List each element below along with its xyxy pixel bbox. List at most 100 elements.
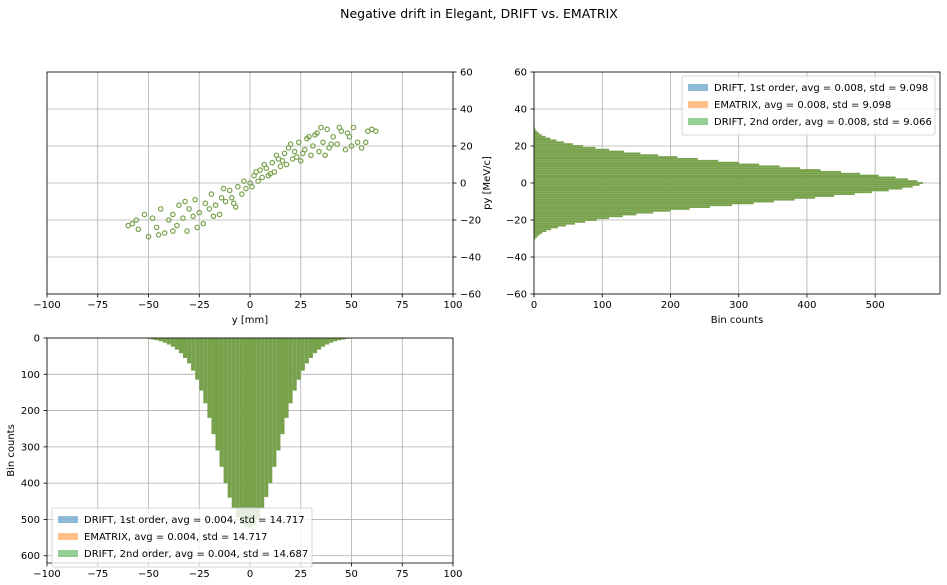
py-histogram-bar: [534, 209, 671, 212]
py-histogram-bar: [534, 200, 775, 203]
y-histogram-bar: [183, 338, 188, 358]
y-histogram-bar: [203, 338, 208, 404]
y-histogram-x-tick-label: 0: [247, 569, 253, 580]
py-histogram-y-tick-label: 40: [514, 105, 527, 116]
y-histogram-bar: [272, 338, 277, 467]
scatter-points: [125, 124, 379, 240]
y-histogram-bar: [256, 338, 261, 519]
y-histogram-bar: [150, 338, 155, 340]
py-histogram-bar: [534, 237, 536, 240]
scatter-point: [192, 196, 198, 203]
y-histogram-legend-swatch: [58, 550, 78, 557]
scatter-point: [228, 195, 235, 201]
scatter-y-tick-label: −40: [460, 253, 481, 264]
y-histogram-bar: [252, 338, 257, 525]
scatter-point: [196, 209, 203, 216]
scatter-point: [184, 228, 190, 234]
py-histogram-bars: [534, 126, 923, 240]
py-histogram-y-tick-label: 0: [521, 179, 527, 190]
y-histogram-bar: [195, 338, 200, 380]
py-histogram-y-tick-label: −40: [506, 253, 527, 264]
scatter-y-tick-label: −20: [460, 216, 481, 227]
y-histogram-legend-box: [51, 507, 313, 568]
py-histogram-bar: [534, 217, 610, 220]
scatter-point: [161, 230, 168, 236]
py-histogram-bar: [534, 141, 565, 144]
py-histogram-bar: [534, 169, 821, 171]
scatter-point: [249, 183, 255, 190]
y-histogram-x-tick-label: 100: [443, 569, 462, 580]
scatter-point: [312, 132, 318, 138]
py-histogram-bar: [534, 170, 842, 173]
scatter-point: [170, 228, 176, 234]
py-histogram-y-tick-label: 60: [514, 68, 527, 79]
py-histogram-legend-box: [681, 75, 936, 136]
scatter-y-tick-label: 20: [460, 142, 473, 153]
py-histogram-bar: [534, 145, 584, 147]
scatter-point: [267, 170, 274, 177]
scatter-point: [273, 152, 280, 159]
scatter-point: [350, 124, 357, 131]
scatter-point: [174, 222, 180, 229]
scatter-point: [241, 178, 247, 184]
y-histogram-legend-entry: DRIFT, 2nd order, avg = 0.004, std = 14.…: [84, 549, 308, 560]
y-histogram-x-tick-label: −75: [87, 569, 108, 580]
py-histogram-x-label: Bin counts: [711, 315, 764, 326]
y-histogram-bar: [316, 338, 322, 350]
py-histogram-bar: [534, 135, 546, 138]
scatter-point: [243, 185, 249, 192]
py-histogram-bar: [534, 204, 732, 207]
py-histogram-bar: [534, 235, 538, 238]
py-histogram-legend-swatch: [688, 101, 708, 108]
scatter-point: [166, 217, 172, 223]
py-histogram-bar: [534, 133, 542, 136]
y-histogram-bar: [337, 338, 342, 341]
scatter-point: [149, 215, 156, 221]
py-histogram-bar: [534, 211, 654, 214]
scatter-point: [194, 224, 201, 231]
scatter-point: [269, 159, 276, 166]
py-histogram-axes: 0 100 200 300 400 500 −60 −40 −20 0 20 40 60 Bin co…: [506, 68, 941, 326]
scatter-point: [155, 232, 162, 238]
scatter-point: [190, 213, 196, 220]
py-histogram-x-tick-label: 100: [593, 300, 612, 311]
scatter-point: [253, 169, 259, 175]
py-histogram-legend-swatch: [688, 84, 708, 91]
y-histogram-bar: [199, 338, 204, 391]
py-histogram-legend-swatch: [688, 118, 708, 125]
scatter-point: [180, 215, 186, 221]
scatter-point: [324, 126, 330, 133]
py-histogram-bar: [534, 196, 816, 199]
py-histogram-bar: [534, 230, 547, 233]
scatter-point: [145, 233, 152, 240]
y-histogram-bar: [296, 338, 301, 380]
scatter-point: [281, 150, 288, 157]
scatter-point: [328, 141, 335, 147]
y-histogram-bar: [227, 338, 232, 498]
y-histogram-x-tick-label: 75: [396, 569, 409, 580]
py-histogram-bar: [534, 207, 690, 210]
py-histogram-bar: [534, 222, 575, 225]
py-histogram-bar: [534, 182, 923, 184]
py-histogram-x-ticks: 0 100 200 300 400 500: [531, 294, 885, 311]
py-histogram-bar: [534, 233, 540, 236]
scatter-y-tick-label: 40: [460, 105, 473, 116]
py-histogram-bar: [534, 183, 920, 186]
y-histogram-bar: [276, 338, 281, 451]
py-histogram-bar: [534, 161, 739, 164]
y-histogram-bar: [292, 338, 297, 391]
scatter-point: [125, 222, 132, 229]
scatter-point: [373, 128, 379, 135]
scatter-point: [316, 148, 322, 155]
scatter-axes: −100 −75 −50 −25 0 25 50 75 100 −60 −40 −20 0 20 40 60…: [33, 68, 493, 327]
scatter-y-tick-label: 0: [460, 179, 466, 190]
y-histogram-bar: [174, 338, 179, 350]
scatter-point: [210, 213, 217, 220]
scatter-grid: [46, 71, 454, 295]
scatter-x-tick-label: 75: [396, 300, 409, 311]
py-histogram-bar: [534, 220, 586, 223]
scatter-point: [176, 202, 182, 209]
py-histogram-bar: [534, 193, 855, 196]
scatter-point: [202, 200, 209, 207]
py-histogram-bar: [534, 198, 795, 201]
